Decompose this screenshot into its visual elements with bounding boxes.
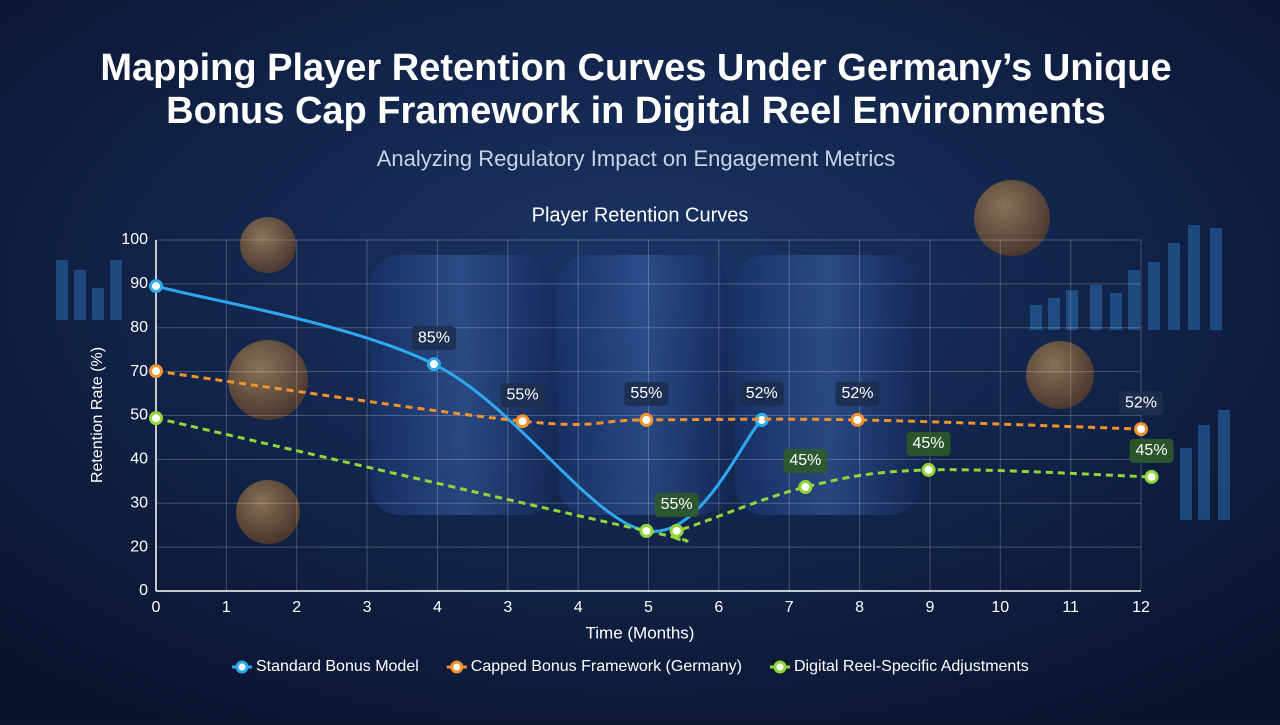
y-tick-label: 90 xyxy=(130,275,148,292)
legend-dot xyxy=(450,660,464,674)
annotation-label: 45% xyxy=(789,452,821,469)
annotation-box xyxy=(1119,391,1163,416)
data-point xyxy=(1134,422,1148,437)
legend-label: Digital Reel-Specific Adjustments xyxy=(794,658,1029,675)
y-tick-label: 40 xyxy=(130,451,148,468)
annotation-box xyxy=(624,381,669,406)
y-axis-label: Retention Rate (%) xyxy=(89,347,106,483)
x-tick-label: 3 xyxy=(503,599,512,616)
x-tick-label: 6 xyxy=(714,599,723,616)
y-tick-label: 20 xyxy=(130,538,148,555)
chart-title: Player Retention Curves xyxy=(532,204,749,226)
x-tick-label: 12 xyxy=(1132,599,1150,616)
data-point xyxy=(798,480,813,495)
data-point xyxy=(149,364,163,379)
data-point xyxy=(515,414,530,429)
annotation-label: 45% xyxy=(1136,442,1168,459)
legend-label: Capped Bonus Framework (Germany) xyxy=(471,658,742,675)
x-axis-label: Time (Months) xyxy=(586,623,695,642)
x-tick-label: 5 xyxy=(644,599,653,616)
annotation-label: 55% xyxy=(507,386,539,403)
annotation-box xyxy=(654,492,699,517)
legend-item: Standard Bonus Model xyxy=(232,658,419,675)
decoration xyxy=(56,180,1230,544)
annotation: 85% xyxy=(411,326,456,351)
annotation-label: 85% xyxy=(418,329,450,346)
annotation-label: 55% xyxy=(661,496,693,513)
x-tick-label: 0 xyxy=(152,599,161,616)
legend-dot xyxy=(773,660,787,674)
data-point xyxy=(669,523,684,538)
data-point xyxy=(639,412,654,427)
annotation-label: 55% xyxy=(630,385,662,402)
legend-dot xyxy=(235,660,249,674)
y-tick-label: 80 xyxy=(130,319,148,336)
x-tick-label: 2 xyxy=(292,599,301,616)
annotation: 52% xyxy=(739,381,784,406)
y-tick-label: 70 xyxy=(130,363,148,380)
annotation-label: 52% xyxy=(841,385,873,402)
title-line-1: Mapping Player Retention Curves Under Ge… xyxy=(100,47,1171,89)
x-tick-label: 4 xyxy=(574,599,583,616)
annotation-box xyxy=(783,449,828,474)
data-point xyxy=(639,523,654,538)
annotation: 55% xyxy=(500,383,545,408)
y-tick-label: 100 xyxy=(121,231,148,248)
legend-item: Capped Bonus Framework (Germany) xyxy=(446,658,742,675)
data-point xyxy=(149,411,163,426)
x-tick-label: 11 xyxy=(1062,599,1079,616)
annotation: 52% xyxy=(835,381,880,406)
subtitle: Analyzing Regulatory Impact on Engagemen… xyxy=(377,146,895,171)
annotation: 55% xyxy=(624,381,669,406)
legend-item: Digital Reel-Specific Adjustments xyxy=(770,658,1029,675)
y-tick-label: 0 xyxy=(139,582,148,599)
annotation-box xyxy=(411,326,456,351)
data-point xyxy=(921,462,936,477)
y-tick-label: 50 xyxy=(130,407,148,424)
annotation-box xyxy=(739,381,784,406)
x-tick-label: 4 xyxy=(433,599,442,616)
data-point xyxy=(1144,469,1159,484)
x-tick-label: 3 xyxy=(363,599,372,616)
series-line xyxy=(155,284,763,533)
annotation-label: 52% xyxy=(1125,394,1157,411)
annotation: 52% xyxy=(1119,391,1163,416)
title-line-2: Bonus Cap Framework in Digital Reel Envi… xyxy=(166,90,1106,132)
annotation-box xyxy=(1129,438,1174,463)
series-line xyxy=(155,416,1152,543)
annotation: 45% xyxy=(1129,438,1174,463)
x-tick-label: 7 xyxy=(785,599,794,616)
annotation-box xyxy=(500,383,545,408)
x-tick-label: 1 xyxy=(222,599,231,616)
annotation-box xyxy=(835,381,880,406)
x-tick-label: 8 xyxy=(855,599,864,616)
data-point xyxy=(149,279,163,294)
y-tick-label: 30 xyxy=(130,494,148,511)
annotation-box xyxy=(906,431,951,456)
data-point xyxy=(426,357,441,372)
annotation-label: 45% xyxy=(913,435,945,452)
x-tick-label: 10 xyxy=(991,599,1009,616)
legend-label: Standard Bonus Model xyxy=(256,658,419,675)
annotation-label: 52% xyxy=(746,385,778,402)
annotation: 55% xyxy=(654,492,699,517)
annotation: 45% xyxy=(783,449,828,474)
annotation: 45% xyxy=(906,431,951,456)
data-point xyxy=(850,412,865,427)
x-tick-label: 9 xyxy=(925,599,934,616)
